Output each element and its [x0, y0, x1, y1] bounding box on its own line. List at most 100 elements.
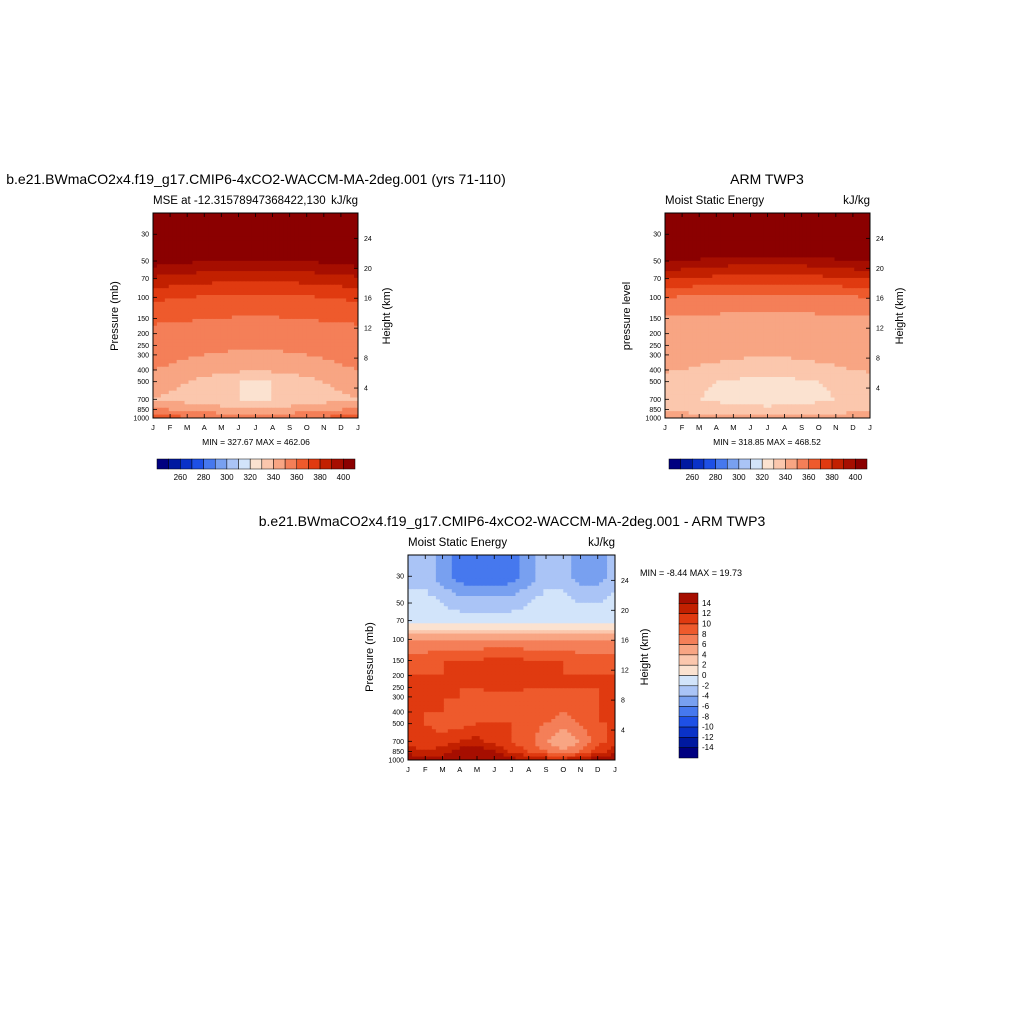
contour-cell	[858, 257, 863, 262]
contour-cell	[243, 213, 249, 218]
contour-cell	[330, 277, 335, 282]
contour-cell	[668, 277, 674, 282]
contour-cell	[192, 407, 197, 412]
contour-cell	[287, 315, 292, 320]
contour-cell	[830, 322, 836, 327]
contour-cell	[334, 240, 339, 245]
contour-cell	[318, 213, 324, 218]
contour-cell	[263, 216, 268, 221]
contour-cell	[200, 407, 205, 412]
contour-cell	[866, 264, 870, 269]
contour-cell	[759, 250, 765, 255]
contour-cell	[216, 298, 221, 303]
contour-cell	[263, 247, 268, 252]
contour-cell	[743, 318, 749, 323]
contour-cell	[846, 243, 851, 248]
contour-cell	[818, 219, 824, 224]
contour-cell	[290, 274, 296, 279]
contour-cell	[350, 277, 355, 282]
contour-cell	[334, 380, 339, 385]
contour-cell	[834, 230, 840, 235]
contour-cell	[700, 254, 706, 259]
contour-cell	[858, 216, 863, 221]
contour-cell	[164, 342, 170, 347]
contour-cell	[680, 322, 686, 327]
contour-cell	[160, 346, 166, 351]
contour-cell	[310, 219, 316, 224]
contour-cell	[735, 325, 741, 330]
contour-cell	[350, 318, 355, 323]
contour-cell	[267, 243, 272, 248]
contour-cell	[684, 288, 690, 293]
contour-cell	[708, 305, 713, 310]
contour-cell	[235, 260, 241, 265]
contour-cell	[290, 325, 296, 330]
contour-cell	[271, 274, 276, 279]
contour-cell	[168, 301, 174, 306]
contour-cell	[153, 213, 158, 218]
y-tick-label: 70	[141, 276, 149, 283]
contour-cell	[267, 390, 272, 395]
contour-cell	[755, 254, 761, 259]
contour-cell	[700, 295, 706, 300]
contour-cell	[247, 267, 253, 272]
contour-cell	[302, 213, 308, 218]
contour-cell	[858, 274, 863, 279]
contour-cell	[196, 359, 201, 364]
contour-cell	[334, 397, 339, 402]
contour-cell	[743, 216, 749, 221]
contour-cell	[255, 370, 261, 375]
contour-cell	[326, 277, 331, 282]
contour-cell	[716, 322, 721, 327]
contour-cell	[830, 213, 836, 218]
contour-cell	[263, 346, 268, 351]
contour-cell	[326, 407, 331, 412]
contour-cell	[346, 370, 351, 375]
contour-cell	[208, 414, 213, 418]
contour-cell	[208, 387, 213, 392]
contour-cell	[326, 240, 331, 245]
contour-cell	[775, 219, 780, 224]
contour-cell	[259, 387, 264, 392]
contour-cell	[192, 390, 197, 395]
contour-cell	[735, 298, 741, 303]
contour-cell	[306, 216, 312, 221]
contour-cell	[846, 277, 851, 282]
contour-cell	[314, 247, 320, 252]
contour-cell	[192, 281, 197, 286]
contour-cell	[251, 281, 257, 286]
contour-cell	[322, 243, 328, 248]
contour-cell	[858, 322, 863, 327]
contour-cell	[751, 236, 757, 241]
contour-cell	[322, 339, 328, 344]
contour-cell	[342, 254, 347, 259]
contour-cell	[310, 383, 316, 388]
contour-cell	[684, 308, 690, 313]
contour-cell	[716, 213, 721, 218]
contour-cell	[255, 284, 261, 289]
contour-cell	[259, 240, 264, 245]
contour-cell	[822, 254, 828, 259]
contour-cell	[350, 394, 355, 399]
contour-cell	[196, 407, 201, 412]
contour-cell	[318, 407, 324, 412]
contour-cell	[668, 223, 674, 228]
contour-cell	[350, 219, 355, 224]
contour-cell	[708, 288, 713, 293]
contour-cell	[799, 250, 804, 255]
contour-cell	[279, 301, 284, 306]
contour-cell	[330, 254, 335, 259]
contour-cell	[775, 291, 780, 296]
contour-cell	[279, 312, 284, 317]
contour-cell	[283, 301, 288, 306]
contour-cell	[290, 281, 296, 286]
contour-cell	[830, 236, 836, 241]
contour-cell	[267, 387, 272, 392]
contour-cell	[354, 267, 358, 272]
contour-cell	[259, 397, 264, 402]
contour-cell	[310, 216, 316, 221]
contour-cell	[310, 312, 316, 317]
contour-cell	[330, 349, 335, 354]
contour-cell	[676, 284, 682, 289]
contour-cell	[862, 274, 867, 279]
